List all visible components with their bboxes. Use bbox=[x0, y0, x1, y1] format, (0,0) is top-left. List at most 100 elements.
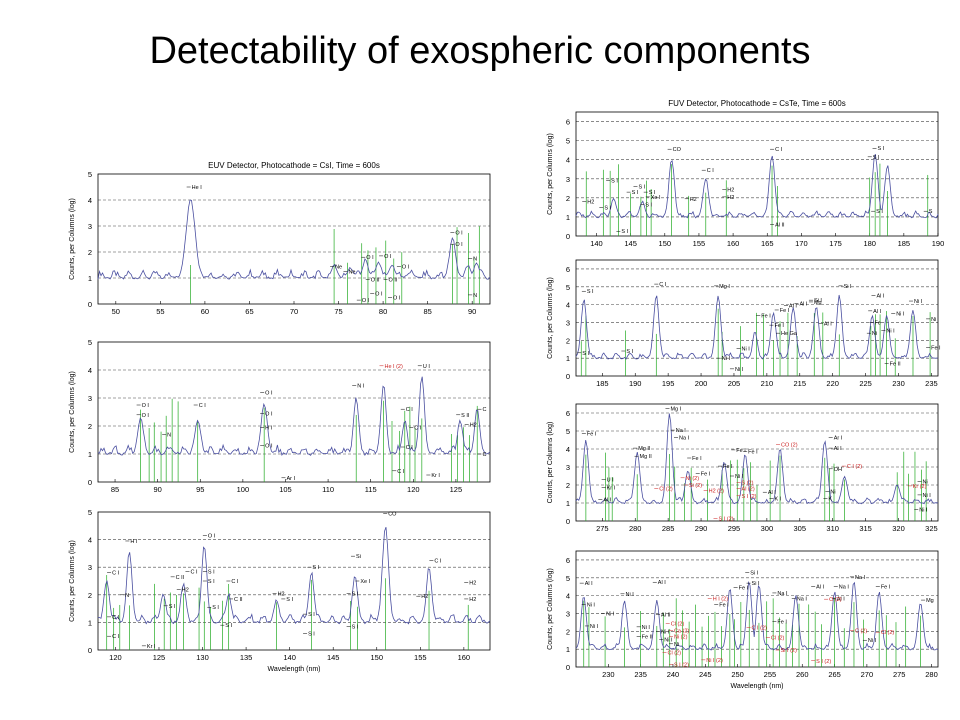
y-tick-label: 2 bbox=[566, 627, 570, 636]
line-label: S I bbox=[208, 579, 215, 585]
y-tick-label: 3 bbox=[566, 175, 570, 184]
line-label: Si bbox=[356, 554, 361, 560]
line-label: O I bbox=[142, 413, 150, 419]
spectrum-line bbox=[575, 294, 939, 360]
x-tick-label: 135 bbox=[240, 653, 253, 662]
line-label: O I bbox=[393, 296, 401, 302]
plot-frame bbox=[575, 550, 939, 668]
line-label: Fe I bbox=[692, 456, 702, 462]
line-label: S I bbox=[638, 184, 645, 190]
y-axis-label: Counts, per Columns (log) bbox=[69, 540, 76, 622]
line-label: C bbox=[482, 407, 486, 413]
spectrum-line bbox=[575, 580, 939, 651]
line-label: Si I bbox=[752, 581, 760, 587]
x-tick-label: 190 bbox=[932, 239, 945, 248]
panel-title: EUV Detector, Photocathode = CsI, Time =… bbox=[208, 161, 380, 170]
line-label: S I (2) bbox=[816, 659, 831, 665]
x-tick-label: 280 bbox=[925, 670, 938, 679]
plot-frame bbox=[97, 173, 491, 305]
line-label: S I bbox=[604, 205, 611, 211]
x-tick-label: 75 bbox=[334, 307, 342, 316]
line-label: N bbox=[125, 593, 129, 599]
y-tick-label: 2 bbox=[566, 481, 570, 490]
line-label: S I bbox=[312, 565, 319, 571]
y-tick-label: 6 bbox=[566, 556, 570, 565]
line-label: Mg bbox=[814, 300, 822, 306]
line-label: C I bbox=[434, 558, 442, 564]
line-label: O II bbox=[371, 277, 380, 283]
y-tick-label: 4 bbox=[88, 196, 92, 205]
line-label: C I (2) bbox=[847, 464, 862, 470]
line-label: O I bbox=[384, 254, 392, 260]
line-label: Kr I bbox=[607, 486, 616, 492]
y-axis-label: Counts, per Columns (log) bbox=[69, 371, 76, 453]
line-label: C I bbox=[190, 569, 198, 575]
line-label: Ar I bbox=[834, 435, 843, 441]
y-tick-label: 0 bbox=[88, 646, 92, 655]
x-tick-label: 170 bbox=[795, 239, 808, 248]
line-label: N I bbox=[357, 383, 365, 389]
line-label: Fe I bbox=[761, 313, 771, 319]
line-label: S I bbox=[169, 604, 176, 610]
x-tick-label: 310 bbox=[826, 524, 839, 533]
x-tick-label: 325 bbox=[925, 524, 938, 533]
x-tick-label: 265 bbox=[828, 670, 841, 679]
line-label: Ni I bbox=[664, 637, 673, 643]
x-tick-label: 220 bbox=[826, 379, 839, 388]
x-tick-label: 300 bbox=[761, 524, 774, 533]
x-tick-label: 150 bbox=[659, 239, 672, 248]
line-label: Al I bbox=[799, 302, 807, 308]
line-label: Al II bbox=[775, 223, 785, 229]
line-label: O I bbox=[265, 444, 273, 450]
y-tick-label: 5 bbox=[566, 427, 570, 436]
line-label: Na I bbox=[855, 575, 866, 581]
line-label: C I bbox=[112, 571, 120, 577]
line-label: C bbox=[482, 452, 486, 458]
y-tick-label: 3 bbox=[566, 318, 570, 327]
line-label: Fe I bbox=[777, 619, 787, 625]
y-axis-label: Counts, per Columns (log) bbox=[547, 277, 554, 359]
line-label: OH bbox=[834, 467, 842, 473]
line-label: Mg bbox=[926, 598, 934, 604]
line-label: S I (2) bbox=[742, 494, 757, 500]
line-label: S I bbox=[876, 209, 883, 215]
x-tick-label: 205 bbox=[728, 379, 741, 388]
line-label: Ni I bbox=[919, 507, 928, 513]
line-label: H2 (2) bbox=[709, 488, 724, 494]
x-axis-label: Wavelength (nm) bbox=[267, 666, 320, 673]
x-tick-label: 105 bbox=[279, 485, 292, 494]
line-label: Al I bbox=[585, 581, 593, 587]
line-label: Ni I bbox=[742, 346, 751, 352]
line-label: Mg I bbox=[670, 407, 681, 413]
x-tick-label: 55 bbox=[156, 307, 164, 316]
line-label: Xe I bbox=[651, 195, 661, 201]
x-tick-label: 190 bbox=[629, 379, 642, 388]
x-tick-label: 155 bbox=[414, 653, 427, 662]
line-label: Kr I bbox=[431, 473, 440, 479]
line-label: Al I bbox=[873, 309, 881, 315]
line-label: Al I bbox=[824, 321, 832, 327]
line-label: C I (2) bbox=[752, 626, 767, 632]
line-label: S bbox=[929, 209, 933, 215]
line-label: Ni I (2) bbox=[706, 658, 723, 664]
x-tick-label: 160 bbox=[458, 653, 471, 662]
line-label: Ni I bbox=[896, 312, 905, 318]
line-label: Si (2) bbox=[689, 483, 702, 489]
y-tick-label: 1 bbox=[88, 450, 92, 459]
line-label: CO (2) bbox=[781, 443, 798, 449]
line-label: S I bbox=[225, 623, 232, 629]
line-label: C I bbox=[112, 615, 120, 621]
line-label: Ni I bbox=[722, 356, 731, 362]
line-label: Cl (2) bbox=[771, 636, 785, 642]
plot-frame bbox=[575, 111, 939, 237]
line-label: C I bbox=[199, 403, 207, 409]
line-label: O I bbox=[142, 403, 150, 409]
line-label: Ar I bbox=[286, 476, 295, 482]
line-label: S I bbox=[626, 349, 633, 355]
line-label: Ni (2) bbox=[686, 476, 700, 482]
x-tick-label: 95 bbox=[196, 485, 204, 494]
y-tick-label: 2 bbox=[88, 422, 92, 431]
y-axis-label: Counts, per Columns (log) bbox=[547, 133, 554, 215]
line-label: H I bbox=[130, 539, 138, 545]
line-label: H2 bbox=[469, 580, 476, 586]
